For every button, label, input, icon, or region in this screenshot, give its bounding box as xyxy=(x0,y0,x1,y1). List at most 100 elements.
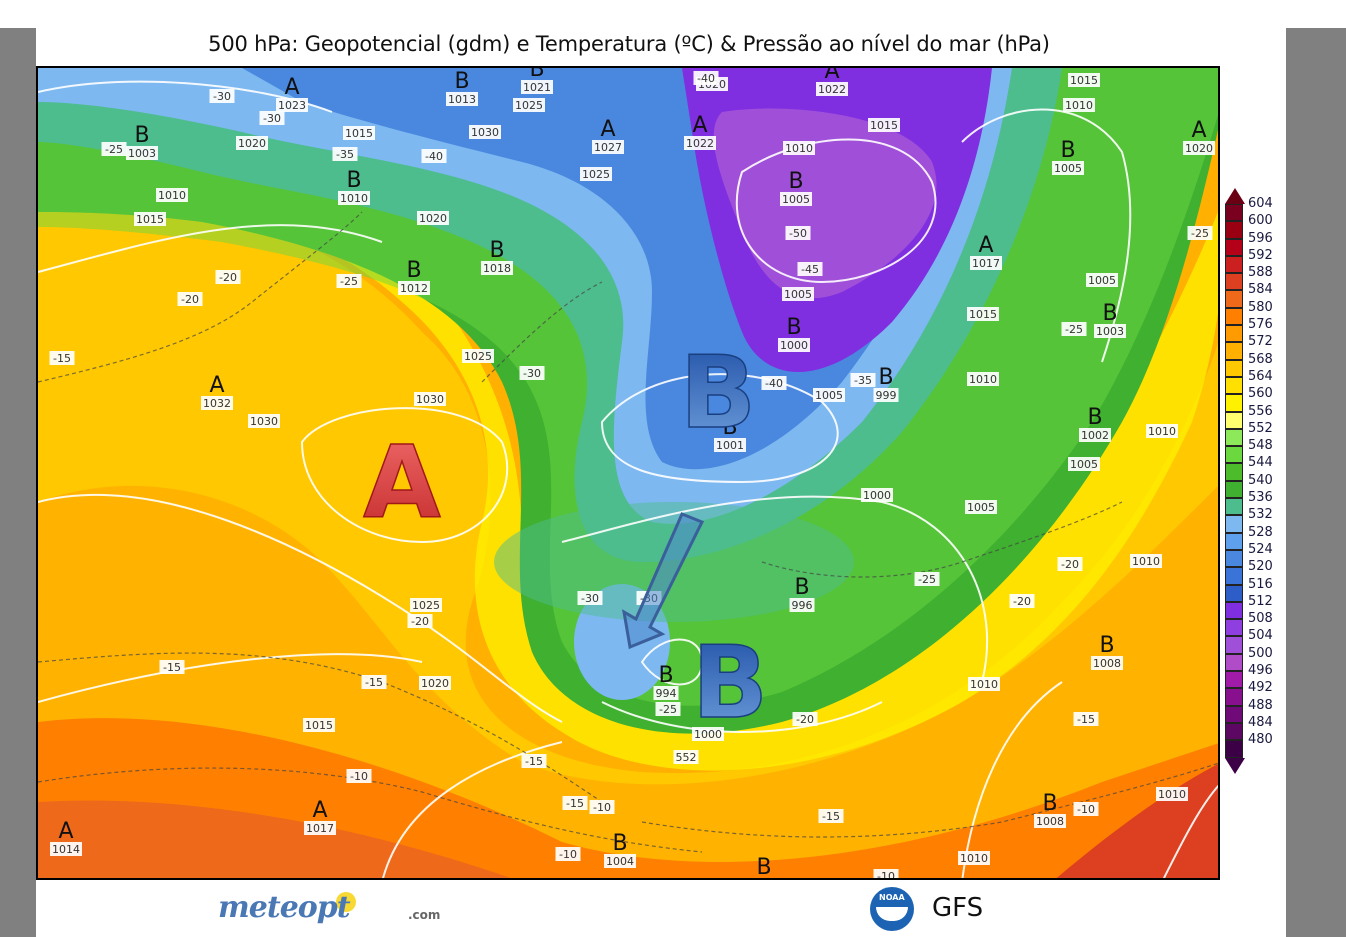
svg-text:1015: 1015 xyxy=(1070,74,1098,87)
legend-value: 584 xyxy=(1248,282,1273,298)
large-A-label: A xyxy=(363,424,440,541)
temperature-label: -35 xyxy=(332,147,358,161)
svg-text:-40: -40 xyxy=(765,377,783,390)
svg-text:1015: 1015 xyxy=(345,127,373,140)
isobar-label: 1015 xyxy=(1068,73,1100,87)
legend-value: 576 xyxy=(1248,317,1273,333)
legend-swatch xyxy=(1225,740,1243,758)
legend-value: 508 xyxy=(1248,611,1273,627)
legend-value: 592 xyxy=(1248,247,1273,263)
pressure-center-value: 1021 xyxy=(521,80,553,94)
isobar-label: 1010 xyxy=(967,372,999,386)
svg-text:B: B xyxy=(346,168,361,193)
temperature-label: -30 xyxy=(209,89,235,103)
svg-text:1030: 1030 xyxy=(416,393,444,406)
svg-text:B: B xyxy=(1087,405,1102,430)
meteopt-wordmark: meteopt xyxy=(218,890,351,925)
legend-swatch xyxy=(1225,446,1243,464)
temperature-label: -15 xyxy=(562,796,588,810)
legend-row: 492 xyxy=(1224,680,1284,706)
pressure-center: B xyxy=(786,315,801,340)
isobar-label: 1030 xyxy=(414,392,446,406)
svg-text:1015: 1015 xyxy=(969,308,997,321)
legend-value: 600 xyxy=(1248,213,1273,229)
svg-text:A: A xyxy=(58,819,73,844)
pressure-center-value: 1023 xyxy=(276,98,308,112)
svg-text:1005: 1005 xyxy=(967,501,995,514)
svg-text:-20: -20 xyxy=(1013,595,1031,608)
svg-text:-10: -10 xyxy=(593,801,611,814)
svg-text:1004: 1004 xyxy=(606,855,634,868)
legend-arrow-up-icon xyxy=(1225,188,1245,204)
svg-text:996: 996 xyxy=(792,599,813,612)
svg-text:A: A xyxy=(1191,118,1206,143)
svg-text:-15: -15 xyxy=(163,661,181,674)
legend-value: 596 xyxy=(1248,230,1273,246)
legend-swatch xyxy=(1225,273,1243,291)
legend-value: 496 xyxy=(1248,663,1273,679)
pressure-center-value: 1017 xyxy=(304,821,336,835)
noaa-logo-icon: NOAA xyxy=(870,887,914,931)
legend-swatch xyxy=(1225,705,1243,723)
legend-row: 560 xyxy=(1224,386,1284,412)
svg-text:A: A xyxy=(692,113,707,138)
svg-text:552: 552 xyxy=(676,751,697,764)
legend-swatch xyxy=(1225,394,1243,412)
pressure-center-value: 1002 xyxy=(1079,428,1111,442)
pressure-center: A xyxy=(978,233,993,258)
svg-text:1022: 1022 xyxy=(686,137,714,150)
pressure-center-value: 1027 xyxy=(592,140,624,154)
isobar-label: 1005 xyxy=(965,500,997,514)
legend-swatch xyxy=(1225,636,1243,654)
pressure-center: B xyxy=(454,69,469,94)
temperature-label: -15 xyxy=(818,809,844,823)
legend-swatch xyxy=(1225,342,1243,360)
svg-text:A: A xyxy=(284,75,299,100)
svg-text:1010: 1010 xyxy=(158,189,186,202)
legend-value: 492 xyxy=(1248,680,1273,696)
temperature-label: -50 xyxy=(785,226,811,240)
weather-map: B 1003 A 1023 B 1013 B 1021 A 1027 A 1022 A 1022 B 1010… xyxy=(36,66,1220,880)
isobar-label: 1005 xyxy=(1068,457,1100,471)
temperature-label: -20 xyxy=(215,270,241,284)
legend-swatch xyxy=(1225,549,1243,568)
svg-text:1010: 1010 xyxy=(1158,788,1186,801)
isobar-label: 1020 xyxy=(419,676,451,690)
svg-text:-35: -35 xyxy=(854,374,872,387)
map-canvas: B1003A1023B1013B1021A1027A1022A1022B1010… xyxy=(38,68,1218,878)
legend-row: 500 xyxy=(1224,646,1284,672)
temperature-label: -25 xyxy=(101,142,127,156)
isobar-label: 1025 xyxy=(580,167,612,181)
pressure-center: B xyxy=(346,168,361,193)
legend-arrow-down-icon xyxy=(1225,757,1245,774)
pressure-center-value: 1014 xyxy=(50,842,82,856)
legend-swatch xyxy=(1225,204,1243,222)
meteopt-logo: meteopt .com xyxy=(218,888,458,932)
svg-text:1010: 1010 xyxy=(785,142,813,155)
svg-text:-40: -40 xyxy=(697,72,715,85)
legend-value: 500 xyxy=(1248,645,1273,661)
isobar-label: 1020 xyxy=(236,136,268,150)
legend-swatch xyxy=(1225,722,1243,741)
svg-text:1010: 1010 xyxy=(1132,555,1160,568)
legend-value: 488 xyxy=(1248,697,1273,713)
svg-text:1025: 1025 xyxy=(464,350,492,363)
pressure-center: B xyxy=(756,855,771,878)
temperature-label: -40 xyxy=(421,149,447,163)
isobar-label: 1005 xyxy=(813,388,845,402)
legend-row: 588 xyxy=(1224,265,1284,291)
temperature-label: -35 xyxy=(850,373,876,387)
legend-row: 504 xyxy=(1224,628,1284,654)
legend-value: 520 xyxy=(1248,559,1273,575)
svg-text:-15: -15 xyxy=(566,797,584,810)
svg-text:1025: 1025 xyxy=(412,599,440,612)
svg-text:1022: 1022 xyxy=(818,83,846,96)
legend-row: 508 xyxy=(1224,611,1284,637)
legend-row: 592 xyxy=(1224,248,1284,274)
svg-text:B: B xyxy=(134,123,149,148)
legend-row: 488 xyxy=(1224,698,1284,723)
legend-value: 568 xyxy=(1248,351,1273,367)
isobar-label: 1010 xyxy=(958,851,990,865)
temperature-label: -15 xyxy=(361,675,387,689)
legend-swatch xyxy=(1225,498,1243,516)
